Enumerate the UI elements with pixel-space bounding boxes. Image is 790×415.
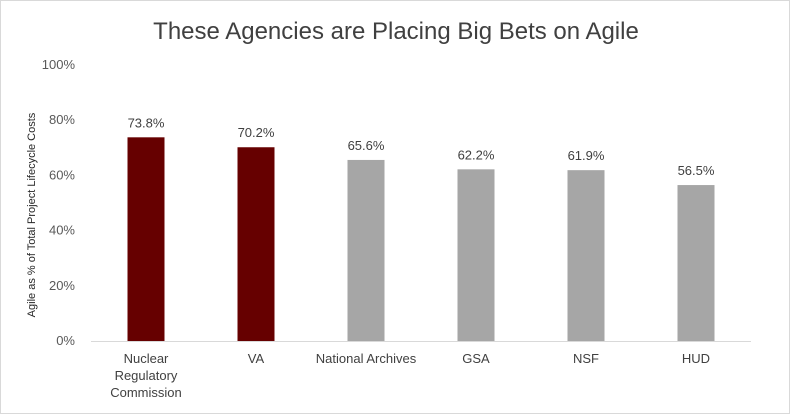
data-label: 62.2% <box>458 147 495 162</box>
x-tick-label: Regulatory <box>115 368 178 383</box>
y-axis-ticks: 0% 20% 40% 60% 80% 100% <box>42 57 76 348</box>
data-label: 56.5% <box>678 163 715 178</box>
y-tick-label: 0% <box>56 333 75 348</box>
bar <box>567 170 605 341</box>
data-label: 61.9% <box>568 148 605 163</box>
bar <box>237 147 275 341</box>
x-tick-label: GSA <box>462 351 490 366</box>
data-label: 65.6% <box>348 138 385 153</box>
bar <box>347 159 385 341</box>
y-tick-label: 40% <box>49 223 75 238</box>
x-tick-label: Commission <box>110 385 182 400</box>
bar <box>457 169 495 341</box>
y-tick-label: 100% <box>42 57 76 72</box>
bar <box>677 185 715 341</box>
y-tick-label: 20% <box>49 278 75 293</box>
x-tick-label: VA <box>248 351 265 366</box>
data-label: 70.2% <box>238 125 275 140</box>
y-tick-label: 80% <box>49 112 75 127</box>
y-axis-label: Agile as % of Total Project Lifecycle Co… <box>26 112 38 317</box>
data-labels: 73.8% 70.2% 65.6% 62.2% 61.9% 56.5% <box>128 115 715 178</box>
x-tick-label: Nuclear <box>124 351 169 366</box>
x-tick-label: National Archives <box>316 351 417 366</box>
chart-title: These Agencies are Placing Big Bets on A… <box>153 18 639 45</box>
y-tick-label: 60% <box>49 167 75 182</box>
bars <box>127 137 715 341</box>
data-label: 73.8% <box>128 115 165 130</box>
x-tick-label: NSF <box>573 351 599 366</box>
x-axis-categories: Nuclear Regulatory Commission VA National Ar… <box>110 351 710 400</box>
x-tick-label: HUD <box>682 351 710 366</box>
bar <box>127 137 165 341</box>
